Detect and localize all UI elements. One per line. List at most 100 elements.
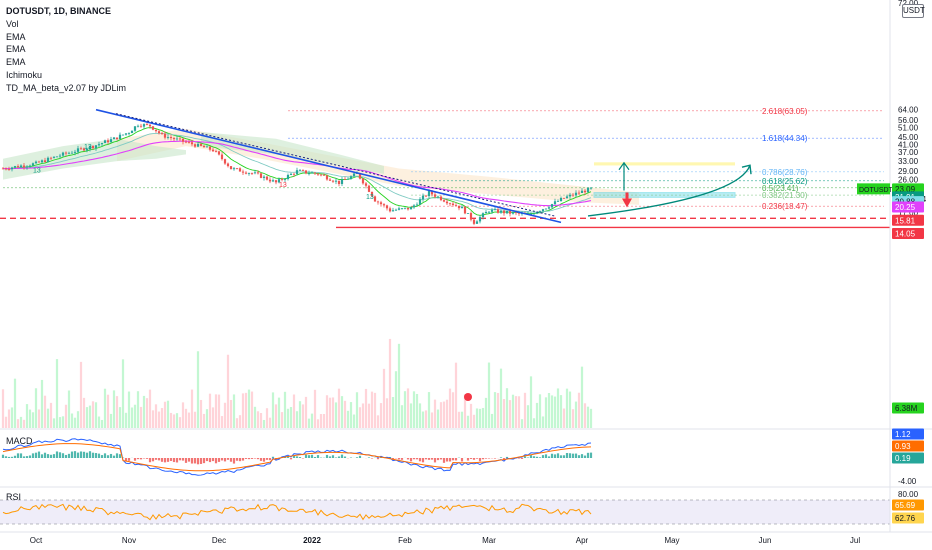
volume-bar: [373, 392, 377, 428]
macd-hist: [229, 458, 233, 462]
volume-bar: [31, 412, 35, 428]
indicator-td-ma[interactable]: TD_MA_beta_v2.07 by JDLim: [6, 82, 127, 93]
volume-bar: [46, 408, 50, 428]
symbol-title[interactable]: DOTUSDT, 1D, BINANCE: [6, 6, 112, 16]
macd-hist: [235, 458, 239, 461]
candle-body: [265, 176, 269, 180]
macd-hist: [316, 455, 320, 458]
candle-body: [574, 192, 578, 196]
macd-hist: [91, 452, 95, 458]
currency-button[interactable]: USDT: [902, 4, 925, 18]
macd-hist: [583, 455, 587, 458]
volume-bar: [4, 416, 8, 428]
volume-bar: [157, 411, 161, 428]
ema-value-3-bg: [892, 201, 924, 213]
volume-bar: [142, 395, 146, 428]
candle-body: [328, 179, 332, 181]
candle-body: [316, 173, 320, 175]
candle-body: [232, 168, 236, 170]
candle-body: [55, 156, 59, 158]
macd-hist: [175, 458, 179, 463]
price-tick: 64.00: [898, 106, 919, 115]
rsi-label[interactable]: RSI: [6, 492, 22, 502]
candle-body: [475, 221, 479, 224]
candle-body: [145, 124, 149, 125]
volume-bar: [436, 409, 440, 428]
indicator-ichimoku[interactable]: Ichimoku: [6, 69, 43, 80]
price-tick: 37.00: [898, 148, 919, 157]
macd-hist: [442, 458, 446, 463]
candle-body: [169, 137, 173, 139]
candle-body: [430, 191, 434, 195]
indicator-ema-2[interactable]: EMA: [6, 44, 26, 55]
candle-body: [394, 209, 398, 211]
volume-bar: [262, 419, 266, 428]
macd-hist: [202, 458, 206, 464]
td-marker: 13: [279, 182, 287, 189]
macd-hist: [478, 458, 482, 462]
candle-body: [85, 148, 89, 151]
volume-bar: [94, 402, 98, 428]
macd-hist: [187, 458, 191, 462]
macd-hist: [328, 456, 332, 458]
indicator-ema-3[interactable]: EMA: [6, 57, 26, 68]
macd-hist: [571, 453, 575, 458]
candle-body: [22, 165, 26, 168]
volume-bar: [466, 415, 470, 428]
volume-bar: [469, 403, 473, 428]
candle-body: [340, 179, 344, 184]
candle-body: [502, 210, 506, 214]
rsi-band: [0, 500, 890, 524]
volume-bar: [115, 396, 119, 428]
volume-bar: [316, 419, 320, 428]
volume-bar: [37, 409, 41, 428]
candle-body: [505, 210, 509, 214]
volume-bar: [259, 412, 263, 428]
volume-bar: [205, 409, 209, 428]
macd-hist: [337, 456, 341, 458]
macd-hist: [292, 455, 296, 458]
candle-body: [544, 208, 548, 210]
candle-body: [127, 133, 131, 134]
macd-hist: [340, 454, 344, 458]
price-axis[interactable]: 64.0056.0051.0045.0041.0037.0033.0029.00…: [889, 0, 919, 532]
candle-body: [445, 201, 449, 204]
macd-hist: [31, 453, 35, 458]
rsi-pane: [0, 486, 932, 525]
macd-hist: [256, 458, 260, 460]
macd-hist: [376, 458, 380, 460]
volume-bar: [487, 362, 491, 428]
macd-hist: [247, 458, 251, 460]
volume-bar: [379, 403, 383, 428]
macd-hist: [178, 458, 182, 461]
macd-hist: [154, 458, 158, 460]
volume-bar: [403, 391, 407, 428]
candle-body: [217, 151, 221, 155]
ema-line: [3, 140, 592, 207]
volume-bar: [346, 410, 350, 428]
indicator-ema-1[interactable]: EMA: [6, 31, 26, 42]
candle-body: [121, 134, 125, 136]
candle-body: [187, 142, 191, 143]
candle-body: [337, 180, 341, 184]
macd-hist: [553, 454, 557, 458]
macd-label[interactable]: MACD: [6, 436, 33, 446]
candle-body: [181, 138, 185, 142]
trendlines[interactable]: [95, 108, 562, 224]
macd-hist: [226, 458, 230, 460]
volume-bar: [544, 397, 548, 428]
price-tick: 29.00: [898, 167, 919, 176]
volume-bar: [415, 393, 419, 428]
time-axis[interactable]: Oct Nov Dec 2022 Feb Mar Apr May Jun Jul: [0, 531, 932, 545]
macd-hist: [499, 457, 503, 458]
macd-hist: [466, 458, 470, 461]
volume-bar: [340, 396, 344, 428]
candle-body: [91, 146, 95, 149]
candle-body: [550, 204, 554, 208]
volume-bar: [307, 418, 311, 428]
candle-body: [112, 137, 116, 140]
indicator-vol[interactable]: Vol: [6, 18, 19, 29]
macd-hist: [418, 458, 422, 462]
macd-hist: [43, 452, 47, 458]
